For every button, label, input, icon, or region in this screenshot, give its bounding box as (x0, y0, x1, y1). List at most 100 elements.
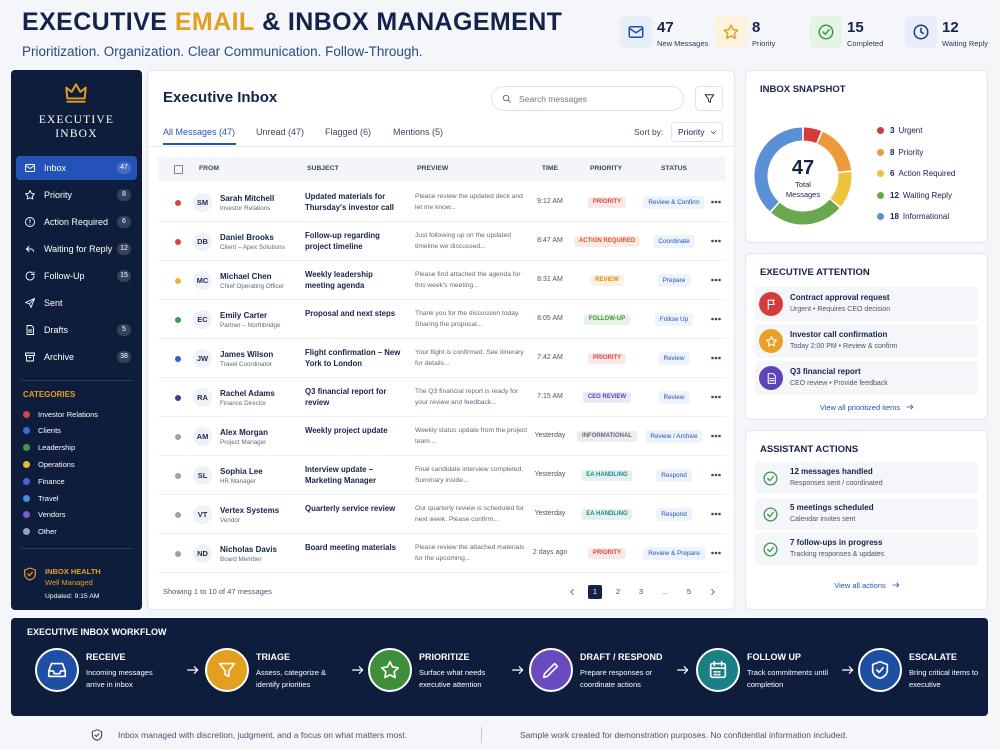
icon (711, 356, 721, 360)
nav-item[interactable]: Archive 38 (16, 345, 137, 369)
message-row[interactable]: EC Emily Carter Partner – Northbridge Propo… (158, 300, 726, 339)
avatar: AM (193, 427, 212, 446)
nav-label: Waiting for Reply (44, 244, 113, 254)
icon (842, 666, 854, 674)
category-name: Investor Relations (38, 409, 99, 419)
message-row[interactable]: SL Sophia Lee HR Manager Interview update –… (158, 456, 726, 495)
attention-item[interactable]: Q3 financial report CEO review • Provide … (755, 361, 978, 395)
nav-item[interactable]: Priority 8 (16, 183, 137, 207)
icon-part (711, 551, 714, 555)
category-dot (23, 427, 30, 435)
attention-item[interactable]: Investor call confirmation Today 2:00 PM … (755, 324, 978, 358)
row-dot (175, 434, 181, 440)
icon-part (767, 511, 774, 517)
attention-item[interactable]: Contract approval request Urgent • Requir… (755, 287, 978, 321)
donut-segment (754, 127, 803, 212)
message-row[interactable]: JW James Wilson Travel Coordinator Flight c… (158, 339, 726, 378)
message-row[interactable]: DB Daniel Brooks Client – Apex Solutions Fo… (158, 222, 726, 261)
stat: 47 New Messages (620, 16, 712, 50)
time: 9:12 AM (537, 198, 563, 205)
category[interactable]: Finance (23, 475, 65, 487)
message-row[interactable]: AM Alex Morgan Project Manager Weekly proje… (158, 417, 726, 456)
attention-link[interactable]: View all prioritized items (746, 402, 989, 412)
tab[interactable]: Unread (47) (256, 127, 305, 137)
nav-item[interactable]: Waiting for Reply 12 (16, 237, 137, 261)
action-item: 12 messages handled Responses sent / coor… (755, 462, 978, 494)
nav-label: Action Required (44, 217, 109, 227)
stat-label: New Messages (657, 39, 709, 48)
category[interactable]: Travel (23, 492, 59, 504)
attention-detail: CEO review • Provide feedback (790, 380, 888, 387)
page-button[interactable]: ... (661, 587, 669, 596)
actions-link[interactable]: View all actions (746, 580, 989, 590)
category[interactable]: Investor Relations (23, 408, 98, 420)
attention-detail: Urgent • Requires CEO decision (790, 306, 891, 313)
preview: Your flight is confirmed. See itinerary … (415, 349, 524, 367)
icon (723, 24, 739, 39)
row-dot (175, 239, 181, 245)
step-title: PRIORITIZE (419, 652, 470, 662)
message-row[interactable]: RA Rachel Adams Finance Director Q3 financi… (158, 378, 726, 417)
attention-icon (759, 366, 783, 390)
step-desc: Incoming messages arrive in inbox (86, 668, 153, 689)
nav-item[interactable]: Action Required 6 (16, 210, 137, 234)
icon (767, 299, 775, 310)
legend-item: 8 Priority (877, 148, 923, 157)
icon (502, 94, 511, 103)
message-row[interactable]: SM Sarah Mitchell Investor Relations Update… (158, 183, 726, 222)
icon-part (711, 239, 714, 243)
donut (754, 127, 852, 225)
category-dot (23, 410, 30, 418)
page-button[interactable]: 1 (588, 585, 602, 599)
search-box[interactable]: Search messages (491, 86, 684, 111)
subject: Interview update – Marketing Manager (305, 465, 377, 485)
tab[interactable]: Mentions (5) (393, 127, 444, 137)
priority-badge: PRIORITY (587, 197, 627, 208)
sender-name: Sarah Mitchell (220, 194, 275, 203)
icon-part (352, 666, 364, 674)
nav-label: Priority (44, 190, 73, 200)
donut-segment (830, 172, 852, 207)
health-status: Well Managed (45, 578, 93, 587)
page-button[interactable]: 5 (686, 587, 692, 596)
icon-part (714, 512, 718, 516)
message-row[interactable]: VT Vertex Systems Vendor Quarterly service … (158, 495, 726, 534)
icon (763, 471, 778, 486)
tab[interactable]: All Messages (47) (163, 127, 236, 137)
avatar: ND (193, 544, 212, 563)
sort-select[interactable]: Priority (671, 122, 723, 142)
row-dot (175, 395, 181, 401)
category[interactable]: Clients (23, 425, 61, 437)
preview: Final candidate interview completed. Sum… (415, 466, 524, 484)
page-button[interactable]: 2 (615, 587, 621, 596)
action-detail: Calendar invites sent (790, 515, 856, 523)
checkbox[interactable] (174, 165, 183, 174)
time: 2 days ago (532, 549, 568, 556)
legend-item: 6 Action Required (877, 169, 955, 178)
icon-part (822, 29, 830, 35)
nav-item[interactable]: Inbox 47 (16, 156, 137, 180)
sender-role: Investor Relations (220, 205, 271, 212)
icon-part (718, 239, 721, 243)
icon (47, 662, 67, 678)
category[interactable]: Other (23, 526, 57, 538)
icon-part (677, 666, 689, 674)
legend-dot (877, 213, 884, 220)
icon-part (718, 512, 721, 516)
filter-button[interactable] (695, 86, 723, 111)
message-row[interactable]: ND Nicholas Davis Board Member Board meetin… (158, 534, 726, 573)
nav-item[interactable]: Drafts 5 (16, 318, 137, 342)
category[interactable]: Leadership (23, 442, 75, 454)
icon (767, 372, 776, 384)
row-dot (175, 551, 181, 557)
category-name: Travel (38, 493, 59, 503)
category[interactable]: Vendors (23, 509, 66, 521)
message-row[interactable]: MC Michael Chen Chief Operating Officer Wee… (158, 261, 726, 300)
icon-part (768, 377, 774, 381)
category[interactable]: Operations (23, 458, 75, 470)
nav-item[interactable]: Sent (16, 291, 137, 315)
nav-item[interactable]: Follow-Up 15 (16, 264, 137, 288)
tab[interactable]: Flagged (6) (325, 127, 372, 137)
page-button[interactable]: 3 (638, 587, 644, 596)
